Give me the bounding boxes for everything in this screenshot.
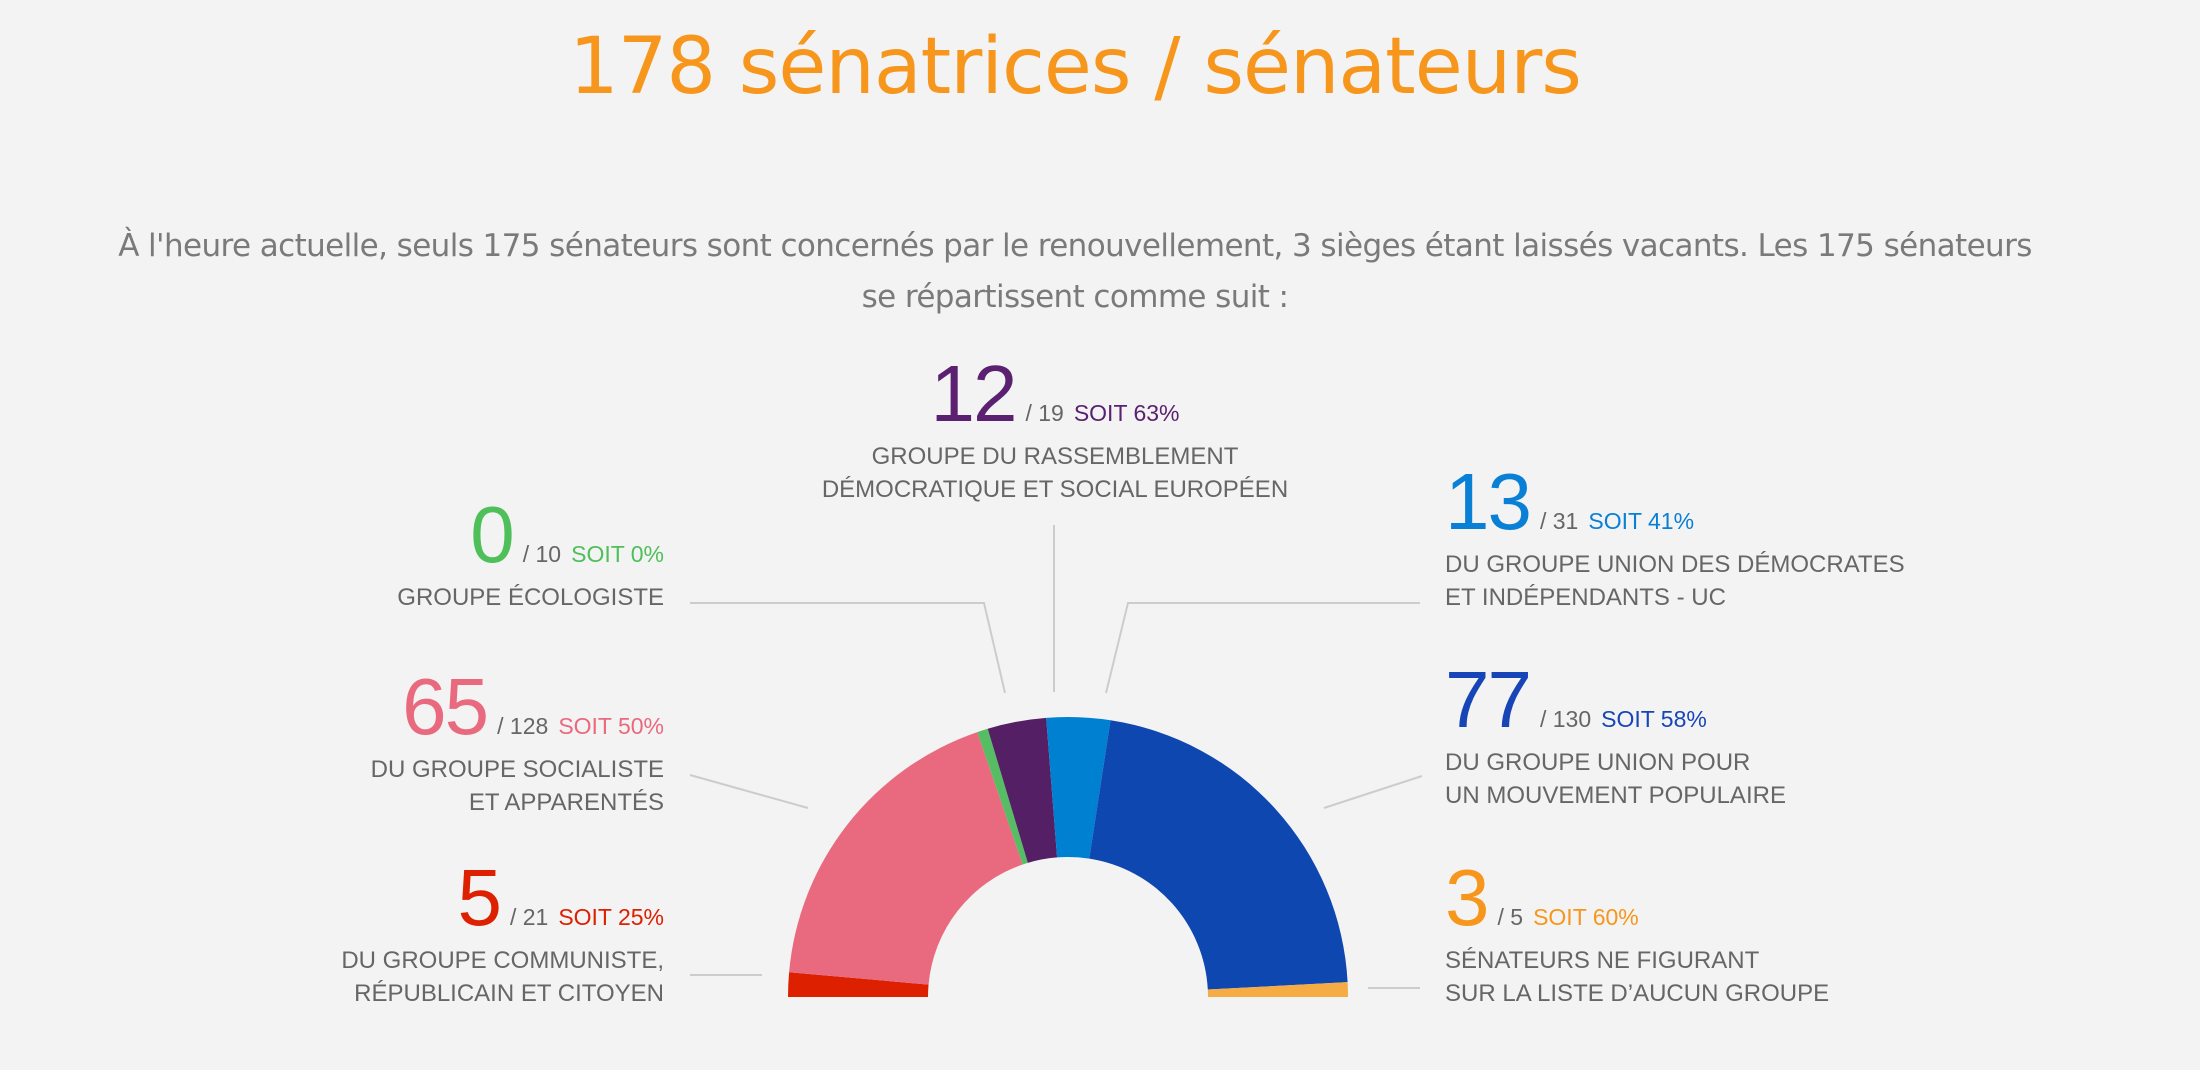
group-name-line: SUR LA LISTE D’AUCUN GROUPE bbox=[1445, 980, 1830, 1007]
group-name-line: UN MOUVEMENT POPULAIRE bbox=[1445, 782, 1786, 809]
intro-paragraph: À l'heure actuelle, seuls 175 sénateurs … bbox=[118, 228, 2032, 315]
seat-count: 77 bbox=[1445, 655, 1532, 744]
page-title: 178 sénatrices / sénateurs bbox=[569, 22, 1582, 112]
seat-total: / 128 bbox=[497, 713, 549, 739]
seat-percent: SOIT 0% bbox=[571, 541, 664, 567]
group-name-line: ET APPARENTÉS bbox=[468, 789, 664, 816]
seat-count: 0 bbox=[470, 490, 514, 579]
slice-ump bbox=[1089, 720, 1348, 990]
seat-percent: SOIT 63% bbox=[1073, 400, 1180, 426]
group-name-line: DU GROUPE UNION DES DÉMOCRATES bbox=[1445, 551, 1905, 578]
label-soc: 65/ 128 SOIT 50% DU GROUPE SOCIALISTE ET A… bbox=[371, 667, 664, 819]
slice-uc bbox=[1046, 717, 1111, 859]
group-name-line: GROUPE DU RASSEMBLEMENT bbox=[871, 443, 1239, 470]
seat-total: / 130 bbox=[1539, 706, 1592, 732]
label-ni: 3/ 5 SOIT 60% SÉNATEURS NE FIGURANT SUR LA… bbox=[1445, 858, 1829, 1010]
seat-total: / 21 bbox=[509, 904, 549, 930]
slice-ni bbox=[1207, 982, 1348, 997]
seat-percent: SOIT 60% bbox=[1533, 904, 1639, 930]
leader-line-uc bbox=[1105, 602, 1420, 694]
group-name-line: SÉNATEURS NE FIGURANT bbox=[1445, 947, 1760, 974]
group-name-line: DÉMOCRATIQUE ET SOCIAL EUROPÉEN bbox=[821, 476, 1289, 503]
label-ump: 77/ 130 SOIT 58% DU GROUPE UNION POUR UN M… bbox=[1445, 660, 1786, 812]
chart-slices bbox=[788, 717, 1348, 997]
group-name-line: DU GROUPE COMMUNISTE, bbox=[341, 947, 664, 974]
slice-crc bbox=[788, 972, 929, 997]
seat-total: / 5 bbox=[1497, 904, 1524, 930]
leader-line-eco bbox=[690, 602, 1006, 694]
group-name-line: ET INDÉPENDANTS - UC bbox=[1445, 584, 1726, 611]
slice-rdse bbox=[987, 717, 1058, 863]
seat-percent: SOIT 25% bbox=[558, 904, 664, 930]
seat-count: 5 bbox=[457, 853, 501, 942]
seat-count: 3 bbox=[1445, 853, 1489, 942]
seat-total: / 10 bbox=[522, 541, 562, 567]
slice-soc bbox=[789, 732, 1023, 985]
group-name-line: DU GROUPE UNION POUR bbox=[1445, 749, 1751, 776]
seat-count: 13 bbox=[1445, 457, 1532, 546]
slice-eco bbox=[977, 728, 1028, 865]
leader-line-soc bbox=[689, 774, 809, 809]
seat-percent: SOIT 58% bbox=[1601, 706, 1707, 732]
leader-line-ump bbox=[1323, 775, 1423, 809]
label-eco: 0/ 10 SOIT 0% GROUPE ÉCOLOGISTE bbox=[397, 495, 664, 614]
label-rdse: 12/ 19 SOIT 63% GROUPE DU RASSEMBLEMENT DÉ… bbox=[805, 354, 1305, 506]
label-crc: 5/ 21 SOIT 25% DU GROUPE COMMUNISTE, RÉPUB… bbox=[341, 858, 664, 1010]
seat-percent: SOIT 41% bbox=[1588, 508, 1695, 534]
leader-lines bbox=[689, 525, 1423, 989]
seat-count: 65 bbox=[402, 662, 489, 751]
seat-total: / 19 bbox=[1025, 400, 1064, 426]
label-uc: 13/ 31 SOIT 41% DU GROUPE UNION DES DÉMOC… bbox=[1445, 462, 1905, 614]
group-name-line: GROUPE ÉCOLOGISTE bbox=[397, 584, 664, 611]
seat-total: / 31 bbox=[1539, 508, 1579, 534]
group-name-line: RÉPUBLICAIN ET CITOYEN bbox=[354, 980, 664, 1007]
group-name-line: DU GROUPE SOCIALISTE bbox=[370, 756, 664, 783]
seat-count: 12 bbox=[930, 349, 1017, 438]
seat-percent: SOIT 50% bbox=[558, 713, 664, 739]
